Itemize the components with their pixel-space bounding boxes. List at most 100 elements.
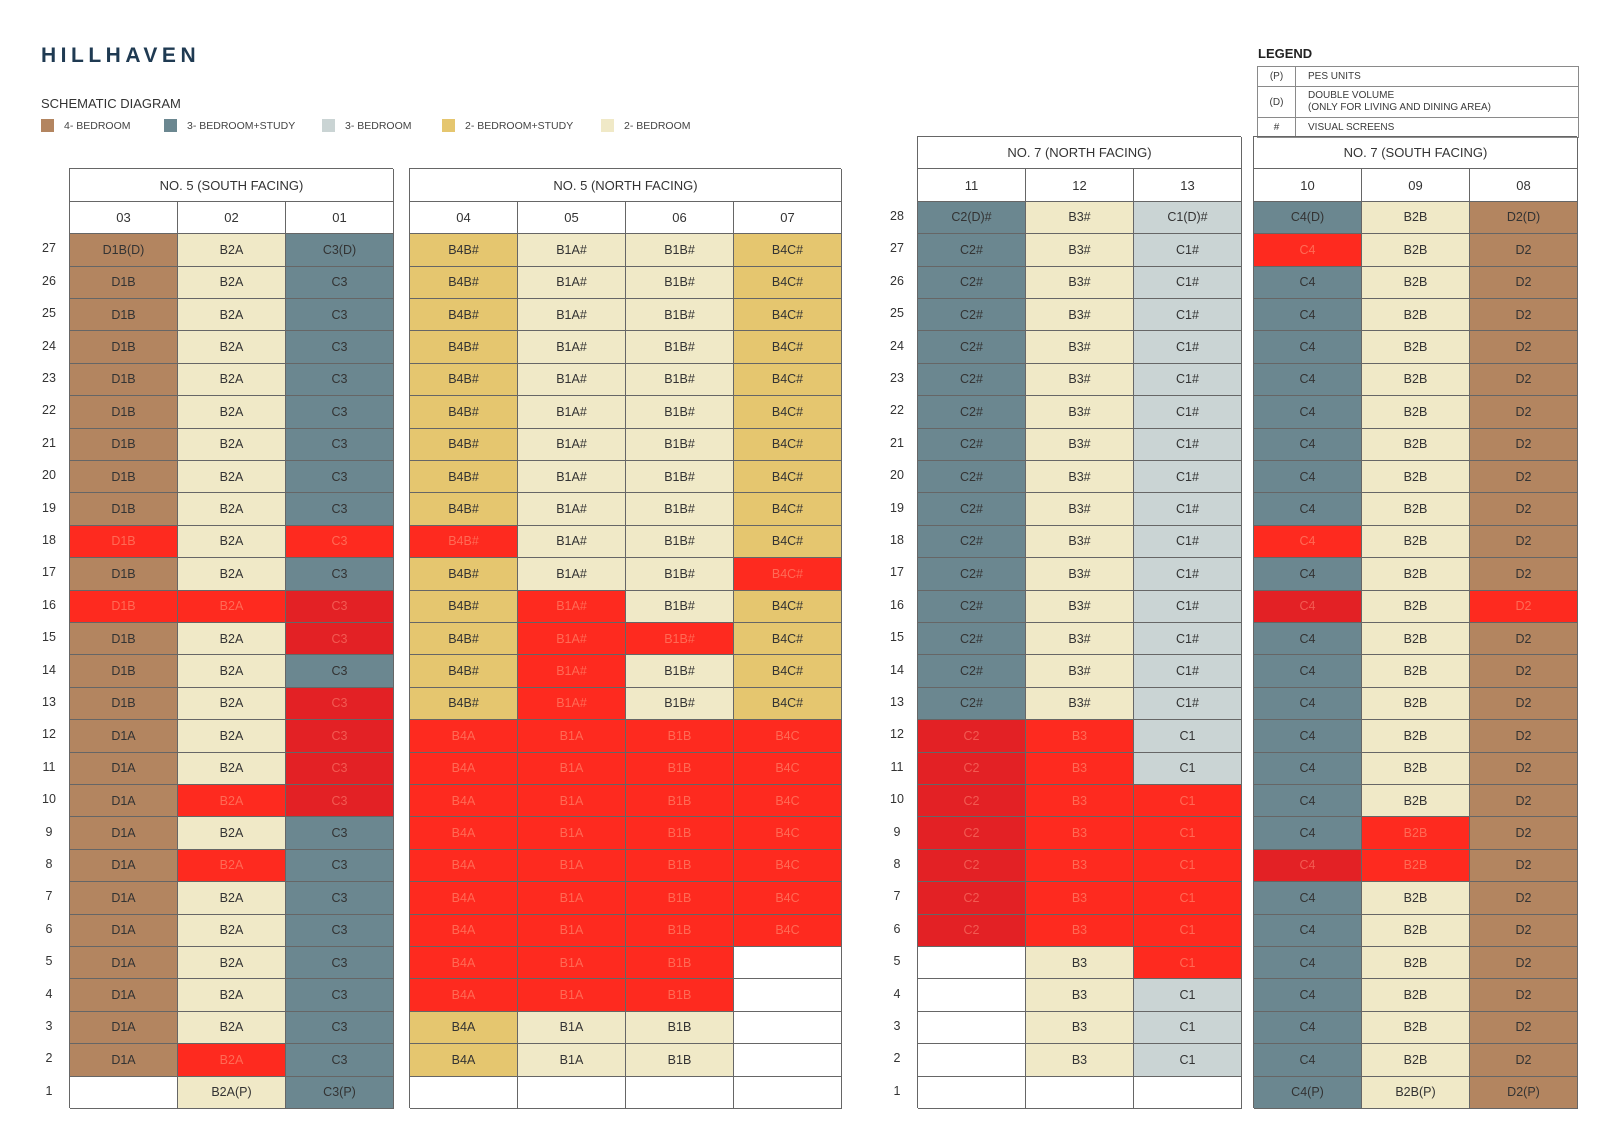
block-header: NO. 5 (SOUTH FACING): [70, 169, 394, 202]
unit-cell: B1B: [626, 1044, 734, 1077]
unit-cell: B4C#: [734, 298, 842, 332]
unit-cell: B2A: [178, 784, 286, 818]
unit-cell: C4: [1254, 299, 1362, 332]
floor-number: 22: [890, 403, 904, 418]
unit-cell: B2A: [178, 590, 286, 623]
unit-cell: B2B: [1362, 461, 1470, 494]
floor-number: 8: [893, 857, 901, 871]
unit-cell: B2A: [178, 558, 286, 591]
diagram-subtitle: SCHEMATIC DIAGRAM: [41, 96, 181, 111]
floor-number: 15: [42, 630, 56, 645]
legend-title: LEGEND: [1258, 46, 1313, 61]
unit-cell: C3: [286, 493, 394, 526]
unit-cell: B1B#: [626, 331, 734, 364]
unit-cell: C4: [1254, 687, 1362, 721]
unit-cell: B2A: [178, 331, 286, 364]
unit-cell: B4C: [734, 784, 842, 818]
unit-cell: C1#: [1134, 363, 1242, 397]
unit-cell: B2A: [178, 234, 286, 267]
unit-cell: B2B: [1362, 1044, 1470, 1077]
unit-cell: D1B: [70, 590, 178, 623]
floor-number: 13: [890, 695, 904, 709]
unit-cell: D1B: [70, 460, 178, 494]
unit-cell: B2B: [1362, 817, 1470, 850]
unit-cell: D1A: [70, 882, 178, 915]
unit-number: 01: [286, 201, 394, 235]
empty-cell: [734, 946, 842, 980]
unit-cell: B3#: [1026, 655, 1134, 688]
unit-cell: B2B: [1362, 234, 1470, 267]
unit-cell: D2(P): [1470, 1076, 1578, 1109]
unit-cell: C4: [1254, 623, 1362, 656]
block-table: NO. 5 (NORTH FACING) 04 B4B# B4B# B4B# B4B# B4…: [409, 168, 842, 1109]
unit-cell: B3: [1026, 882, 1134, 915]
unit-cell: D1B: [70, 331, 178, 364]
unit-cell: D2: [1470, 234, 1578, 267]
unit-cell: B2B: [1362, 655, 1470, 688]
unit-cell: B3#: [1026, 201, 1134, 235]
unit-cell: B3#: [1026, 331, 1134, 364]
unit-cell: B4B#: [410, 687, 518, 721]
floor-number: 15: [890, 630, 904, 645]
floor-number: 23: [42, 371, 56, 385]
unit-cell: B1A: [518, 720, 626, 753]
unit-cell: C1#: [1134, 493, 1242, 526]
unit-cell: B2A: [178, 914, 286, 947]
unit-cell: B4A: [410, 720, 518, 753]
unit-cell: C1#: [1134, 428, 1242, 461]
floor-number: 3: [893, 1019, 901, 1033]
unit-cell: C2#: [918, 687, 1026, 721]
unit-cell: B1A: [518, 946, 626, 980]
unit-cell: B2A: [178, 1011, 286, 1045]
unit-cell: B1A#: [518, 396, 626, 429]
unit-number: 07: [734, 201, 842, 235]
unit-cell: B4A: [410, 1011, 518, 1045]
unit-cell: C3: [286, 396, 394, 429]
floor-number: 14: [42, 662, 56, 677]
floor-number: 24: [890, 338, 904, 353]
unit-cell: D1B: [70, 428, 178, 461]
unit-cell: B1B#: [626, 687, 734, 721]
block-header: NO. 5 (NORTH FACING): [410, 169, 842, 202]
unit-cell: B4B#: [410, 428, 518, 461]
legend-code: (D): [1258, 87, 1296, 117]
unit-cell: C4: [1254, 849, 1362, 883]
unit-number: 11: [918, 169, 1026, 202]
key-swatch: [164, 119, 177, 132]
unit-cell: C3: [286, 1011, 394, 1045]
unit-cell: D1A: [70, 914, 178, 947]
key-swatch: [601, 119, 614, 132]
unit-cell: B2A: [178, 720, 286, 753]
floor-number: 9: [45, 824, 53, 839]
unit-number: 02: [178, 201, 286, 235]
unit-cell: C4: [1254, 590, 1362, 623]
floor-number: 20: [42, 468, 56, 483]
unit-cell: C3: [286, 752, 394, 785]
unit-cell: C3: [286, 882, 394, 915]
unit-cell: B2A: [178, 687, 286, 721]
block-table: NO. 7 (SOUTH FACING) 10 C4(D) C4 C4 C4 C4 C4 C4 C…: [1253, 136, 1578, 1109]
unit-cell: B4B#: [410, 525, 518, 559]
floor-number: 4: [893, 986, 901, 1001]
unit-cell: B1A#: [518, 266, 626, 299]
unit-cell: B4A: [410, 979, 518, 1012]
unit-cell: B1B#: [626, 558, 734, 591]
unit-cell: B2B: [1362, 396, 1470, 429]
floor-number: 6: [893, 921, 901, 936]
unit-cell: C4: [1254, 558, 1362, 591]
unit-cell: B1B: [626, 882, 734, 915]
unit-cell: B4A: [410, 817, 518, 850]
unit-cell: B4C#: [734, 363, 842, 397]
floor-number: 27: [42, 241, 56, 256]
unit-cell: D2(D): [1470, 201, 1578, 235]
floor-number: 19: [42, 500, 56, 515]
unit-cell: C4: [1254, 525, 1362, 559]
floor-number: 7: [45, 889, 53, 904]
unit-cell: B2B: [1362, 947, 1470, 980]
unit-cell: B4C: [734, 849, 842, 883]
empty-cell: [918, 947, 1026, 980]
unit-cell: C4: [1254, 493, 1362, 526]
unit-cell: B4B#: [410, 331, 518, 364]
unit-cell: C1#: [1134, 623, 1242, 656]
unit-cell: D2: [1470, 1044, 1578, 1077]
